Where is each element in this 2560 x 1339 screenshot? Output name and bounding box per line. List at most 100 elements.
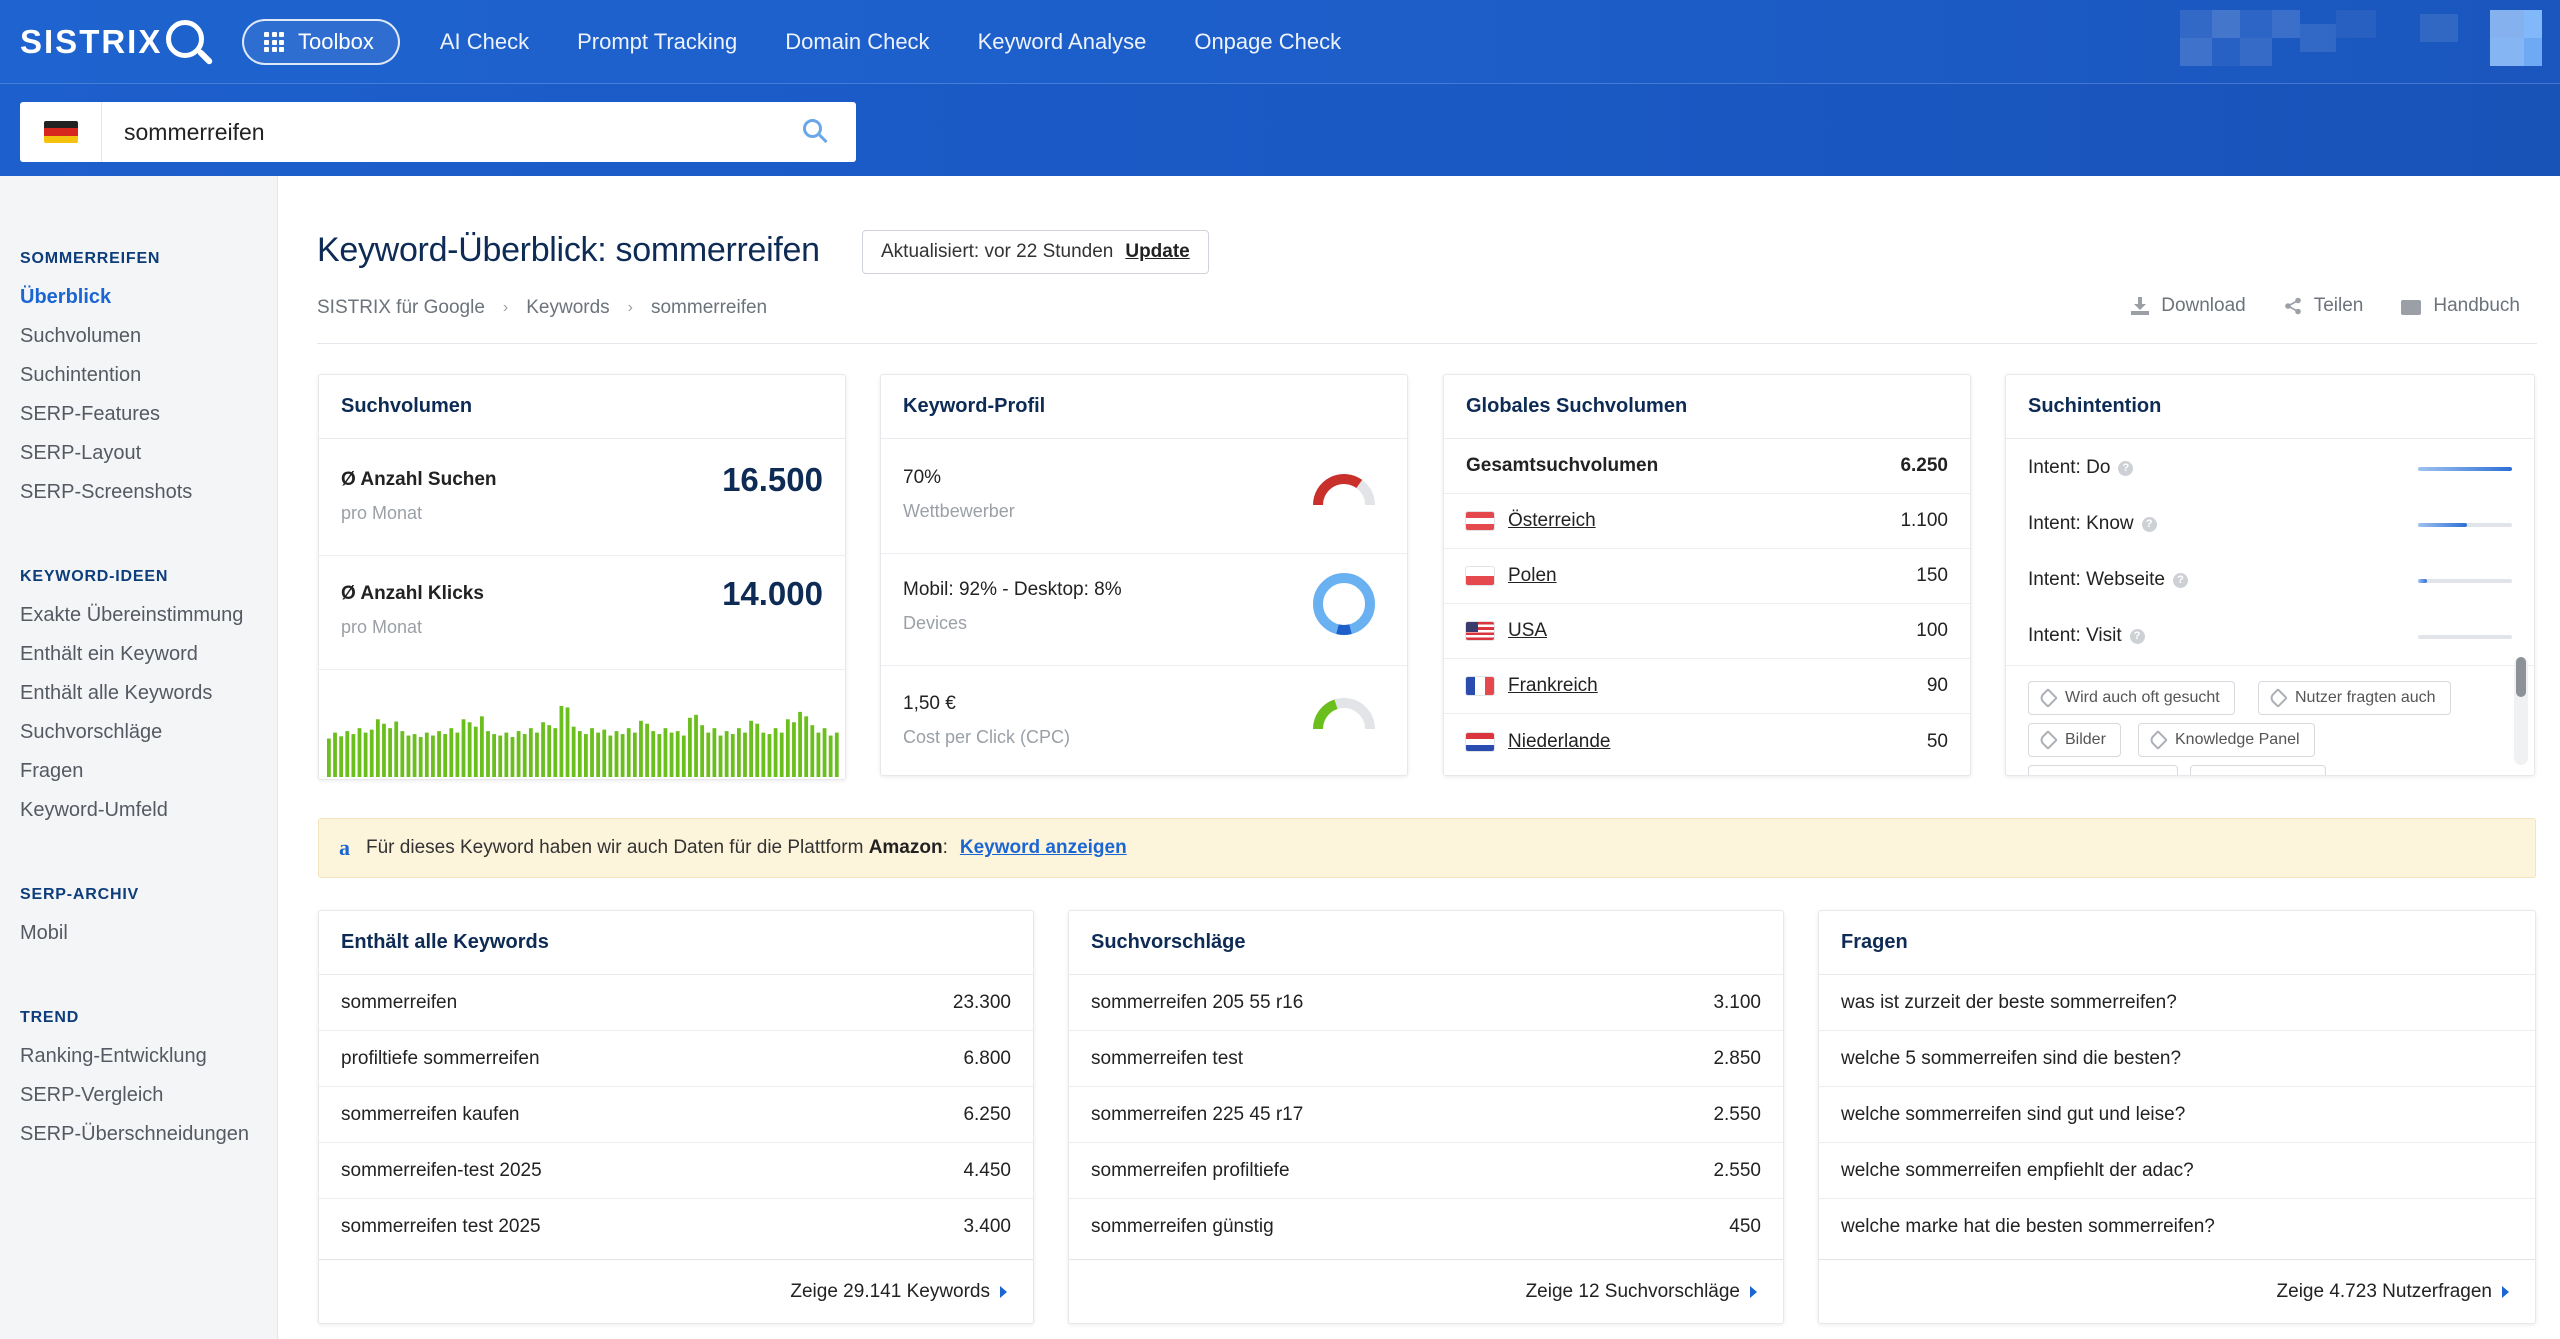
netherlands-flag-icon — [1466, 732, 1494, 751]
list-item[interactable]: welche sommerreifen sind gut und leise? — [1819, 1087, 2535, 1143]
amazon-keyword-link[interactable]: Keyword anzeigen — [959, 837, 1127, 858]
sidebar-item-fragen[interactable]: Fragen — [20, 760, 84, 782]
trend-bar — [522, 734, 527, 777]
sidebar-item-serp-layout[interactable]: SERP-Layout — [20, 442, 142, 464]
sidebar-item-keyword-umfeld[interactable]: Keyword-Umfeld — [20, 799, 168, 821]
help-icon[interactable]: ? — [2172, 572, 2188, 588]
download-button[interactable]: Download — [2131, 295, 2246, 317]
keyword-cell: sommerreifen-test 2025 — [341, 1159, 542, 1181]
serp-feature-chip-partial[interactable] — [2028, 765, 2178, 775]
tag-icon — [2148, 730, 2168, 750]
nav-prompt-tracking[interactable]: Prompt Tracking — [577, 29, 738, 54]
serp-feature-chip[interactable]: Wird auch oft gesucht — [2028, 681, 2235, 715]
list-item[interactable]: welche 5 sommerreifen sind die besten? — [1819, 1031, 2535, 1087]
scrollbar-thumb[interactable] — [2516, 657, 2526, 697]
questions-card: Fragen was ist zurzeit der beste sommerr… — [1818, 910, 2536, 1324]
list-item[interactable]: welche sommerreifen empfiehlt der adac? — [1819, 1143, 2535, 1199]
tag-icon — [2038, 688, 2058, 708]
table-row[interactable]: sommerreifen test 2.850 — [1069, 1031, 1783, 1087]
trend-bar — [590, 728, 594, 777]
search-button[interactable] — [776, 102, 856, 162]
country-row[interactable]: USA 100 — [1444, 604, 1970, 659]
country-row[interactable]: Österreich 1.100 — [1444, 494, 1970, 549]
sidebar-item-serp-screenshots[interactable]: SERP-Screenshots — [20, 481, 193, 503]
sidebar-item-serp-features[interactable]: SERP-Features — [20, 403, 161, 425]
sidebar-item-exakte-uebereinstimmung[interactable]: Exakte Übereinstimmung — [20, 604, 244, 626]
sidebar-item-enthaelt-ein-keyword[interactable]: Enthält ein Keyword — [20, 643, 198, 665]
manual-button[interactable]: Handbuch — [2401, 295, 2520, 317]
keyword-cell: sommerreifen test 2025 — [341, 1216, 541, 1237]
list-item[interactable]: welche marke hat die besten sommerreifen… — [1819, 1199, 2535, 1255]
main-navigation: Toolbox AI Check Prompt Tracking Domain … — [242, 19, 1365, 65]
table-row[interactable]: sommerreifen kaufen 6.250 — [319, 1087, 1033, 1143]
trend-bar — [394, 721, 399, 777]
table-row[interactable]: sommerreifen profiltiefe 2.550 — [1069, 1143, 1783, 1199]
sidebar-item-suchvolumen[interactable]: Suchvolumen — [20, 325, 142, 347]
nav-keyword-analyse[interactable]: Keyword Analyse — [977, 29, 1147, 54]
help-icon[interactable]: ? — [2141, 516, 2157, 532]
sistrix-logo[interactable]: SISTRIX — [20, 14, 214, 70]
sidebar-item-serp-ueberschneidungen[interactable]: SERP-Überschneidungen — [20, 1123, 250, 1145]
sidebar-item-ueberblick[interactable]: Überblick — [20, 286, 112, 308]
table-row[interactable]: profiltiefe sommerreifen 6.800 — [319, 1031, 1033, 1087]
trend-bar — [730, 734, 735, 777]
divider — [881, 665, 1407, 666]
toolbox-button[interactable]: Toolbox — [242, 19, 400, 65]
gauge-value — [1313, 474, 1363, 506]
nav-ai-check[interactable]: AI Check — [439, 29, 530, 54]
country-name: Polen — [1508, 565, 1557, 586]
country-row[interactable]: Frankreich 90 — [1444, 659, 1970, 714]
nav-domain-check[interactable]: Domain Check — [785, 29, 930, 54]
breadcrumb-item[interactable]: SISTRIX für Google — [317, 297, 485, 318]
table-row[interactable]: sommerreifen 205 55 r16 3.100 — [1069, 975, 1783, 1031]
user-avatar[interactable] — [2180, 10, 2550, 66]
share-button[interactable]: Teilen — [2284, 295, 2363, 317]
trend-bar — [345, 731, 350, 777]
sidebar-item-mobil[interactable]: Mobil — [20, 922, 68, 944]
download-icon — [2131, 297, 2150, 315]
trend-bar — [553, 728, 558, 777]
chevron-right-icon: › — [627, 299, 633, 316]
country-selector[interactable] — [20, 102, 102, 162]
help-icon[interactable]: ? — [2118, 460, 2134, 476]
table-row[interactable]: sommerreifen 23.300 — [319, 975, 1033, 1031]
volume-cell: 2.550 — [1713, 1103, 1761, 1125]
keyword-cell: sommerreifen kaufen — [341, 1103, 520, 1125]
trend-bar — [804, 716, 809, 777]
nav-onpage-check[interactable]: Onpage Check — [1194, 29, 1342, 54]
devices-donut — [1313, 573, 1375, 635]
sidebar-item-suchintention[interactable]: Suchintention — [20, 364, 142, 386]
intent-do: Intent: Do? — [2028, 457, 2134, 479]
volume-cell: 3.100 — [1713, 991, 1761, 1013]
serp-feature-chip[interactable]: Knowledge Panel — [2138, 723, 2315, 757]
table-row[interactable]: sommerreifen test 2025 3.400 — [319, 1199, 1033, 1255]
country-row[interactable]: Niederlande 50 — [1444, 714, 1970, 769]
show-all-keywords-link[interactable]: Zeige 29.141 Keywords — [319, 1259, 1033, 1323]
chips-scrollbar[interactable] — [2514, 657, 2528, 765]
trend-bar — [792, 722, 796, 777]
show-suggestions-link[interactable]: Zeige 12 Suchvorschläge — [1069, 1259, 1783, 1323]
trend-bar — [810, 725, 815, 777]
intent-label: Intent: Webseite — [2028, 569, 2165, 590]
serp-feature-chip-partial[interactable] — [2190, 765, 2326, 775]
sidebar-item-serp-vergleich[interactable]: SERP-Vergleich — [20, 1084, 164, 1106]
search-input[interactable] — [102, 104, 776, 160]
update-button[interactable]: Update — [1125, 241, 1190, 262]
keyword-cell: sommerreifen test — [1091, 1047, 1244, 1069]
help-icon[interactable]: ? — [2129, 628, 2145, 644]
sidebar-item-suchvorschlaege[interactable]: Suchvorschläge — [20, 721, 163, 743]
trend-bar — [700, 725, 705, 777]
show-questions-link[interactable]: Zeige 4.723 Nutzerfragen — [1819, 1259, 2535, 1323]
country-row[interactable]: Polen 150 — [1444, 549, 1970, 604]
sidebar-item-enthaelt-alle-keywords[interactable]: Enthält alle Keywords — [20, 682, 213, 704]
table-row[interactable]: sommerreifen 225 45 r17 2.550 — [1069, 1087, 1783, 1143]
sidebar-item-ranking-entwicklung[interactable]: Ranking-Entwicklung — [20, 1045, 207, 1067]
serp-feature-chip[interactable]: Nutzer fragten auch — [2258, 681, 2451, 715]
table-row[interactable]: sommerreifen-test 2025 4.450 — [319, 1143, 1033, 1199]
table-row[interactable]: sommerreifen günstig 450 — [1069, 1199, 1783, 1255]
list-item[interactable]: was ist zurzeit der beste sommerreifen? — [1819, 975, 2535, 1031]
serp-feature-chip[interactable]: Bilder — [2028, 723, 2121, 757]
breadcrumb-item[interactable]: Keywords — [526, 297, 610, 318]
trend-bar — [455, 732, 460, 777]
tag-icon — [2038, 730, 2058, 750]
